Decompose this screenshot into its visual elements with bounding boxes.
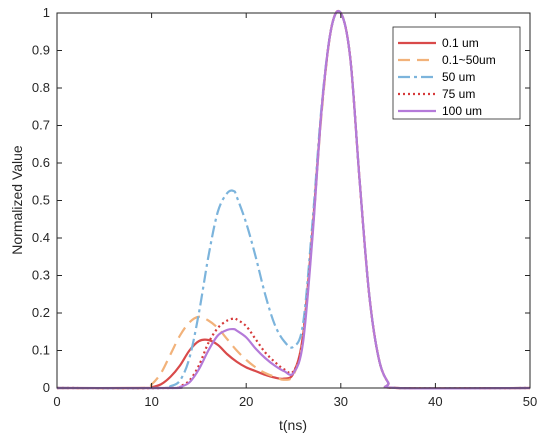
y-tick-label: 0.7 (32, 118, 50, 133)
y-tick-label: 0.8 (32, 80, 50, 95)
y-tick-label: 0.9 (32, 43, 50, 58)
y-tick-label: 0.2 (32, 305, 50, 320)
series-line-3 (56, 9, 531, 390)
legend-label: 50 um (442, 70, 475, 84)
y-tick-label: 0.5 (32, 193, 50, 208)
y-tick-label: 0.3 (32, 268, 50, 283)
y-tick-label: 1 (43, 5, 50, 20)
y-axis-label: Normalized Value (9, 145, 25, 255)
x-tick-label: 50 (523, 394, 537, 409)
legend-label: 100 um (442, 104, 482, 118)
x-axis-label: t(ns) (279, 417, 307, 433)
y-tick-label: 0 (43, 380, 50, 395)
x-tick-label: 0 (53, 394, 60, 409)
x-tick-label: 20 (239, 394, 253, 409)
legend-label: 75 um (442, 87, 475, 101)
x-tick-label: 10 (144, 394, 158, 409)
series-line-4 (56, 9, 531, 390)
x-axis: 0 10 20 30 40 50 (53, 13, 537, 409)
y-tick-label: 0.1 (32, 343, 50, 358)
legend-label: 0.1 um (442, 36, 479, 50)
legend-label: 0.1~50um (442, 53, 496, 67)
x-tick-label: 40 (428, 394, 442, 409)
series-layer (56, 9, 531, 390)
y-tick-label: 0.4 (32, 230, 50, 245)
y-tick-label: 0.6 (32, 155, 50, 170)
x-tick-label: 30 (334, 394, 348, 409)
legend: 0.1 um 0.1~50um 50 um 75 um 100 um (392, 26, 521, 120)
y-axis: 0 0.1 0.2 0.3 0.4 0.5 0.6 0.7 0.8 0.9 1 (32, 5, 530, 395)
